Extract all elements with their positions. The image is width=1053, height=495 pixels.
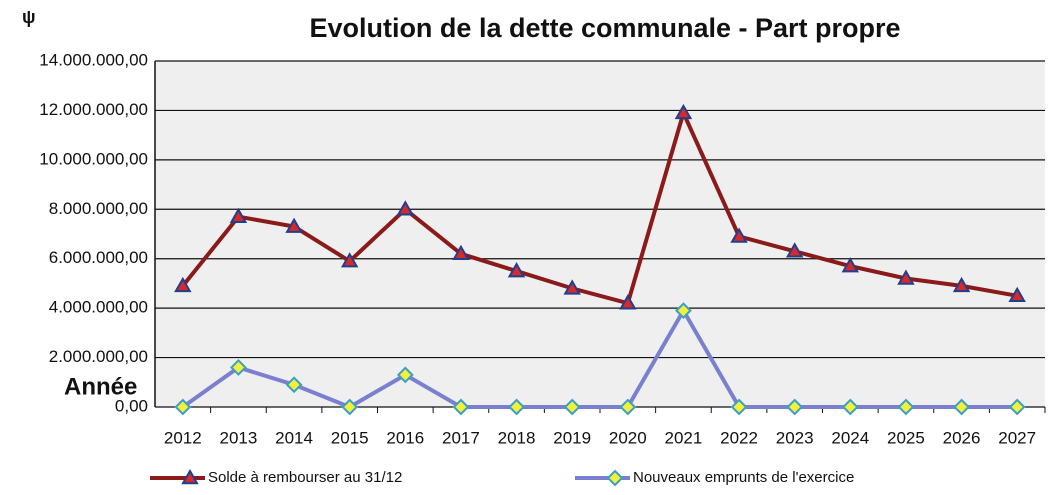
y-tick-label: 14.000.000,00 — [39, 50, 148, 69]
data-point — [174, 398, 192, 416]
data-point — [1008, 398, 1026, 416]
data-point — [730, 398, 748, 416]
data-point — [841, 257, 860, 273]
data-point — [174, 276, 192, 293]
data-point — [786, 398, 804, 416]
data-point — [396, 366, 414, 384]
y-tick-label: 0,00 — [115, 396, 148, 415]
x-tick-label: 2014 — [275, 428, 313, 447]
data-point — [730, 227, 748, 243]
data-point — [285, 376, 303, 394]
y-tick-label: 10.000.000,00 — [39, 149, 148, 168]
x-tick-label: 2026 — [943, 428, 981, 447]
data-point — [340, 252, 359, 268]
y-tick-label: 2.000.000,00 — [49, 347, 148, 366]
data-point — [229, 207, 248, 223]
x-tick-label: 2023 — [776, 428, 814, 447]
y-tick-label: 8.000.000,00 — [49, 199, 148, 218]
data-point — [897, 269, 915, 285]
data-point — [619, 294, 637, 310]
data-point — [230, 359, 247, 376]
data-point — [508, 398, 525, 416]
x-tick-label: 2024 — [831, 428, 869, 447]
data-point — [953, 398, 970, 416]
data-point — [897, 398, 915, 416]
y-tick-label: 6.000.000,00 — [49, 248, 148, 267]
x-tick-label: 2016 — [386, 428, 424, 447]
legend-marker — [606, 469, 624, 487]
data-point — [674, 103, 693, 120]
y-tick-label: 4.000.000,00 — [49, 298, 148, 317]
data-point — [785, 242, 804, 258]
data-point — [507, 262, 526, 278]
x-tick-label: 2025 — [887, 428, 925, 447]
data-point — [1008, 286, 1026, 303]
data-point — [341, 398, 359, 416]
x-tick-label: 2015 — [331, 428, 369, 447]
data-point — [396, 200, 415, 216]
data-point — [619, 398, 637, 416]
y-tick-label: 12.000.000,00 — [39, 100, 148, 119]
x-tick-label: 2018 — [498, 428, 536, 447]
legend-label: Nouveaux emprunts de l'exercice — [633, 469, 854, 486]
data-point — [452, 398, 470, 416]
x-tick-label: 2017 — [442, 428, 480, 447]
legend-label: Solde à rembourser au 31/12 — [208, 469, 402, 486]
x-axis-label: Année — [64, 373, 137, 400]
plot-area — [155, 61, 1045, 407]
data-point — [563, 398, 581, 416]
chart-title: Evolution de la dette communale - Part p… — [309, 13, 900, 43]
x-tick-label: 2021 — [665, 428, 703, 447]
data-point — [452, 244, 470, 261]
legend-marker — [181, 468, 199, 485]
x-tick-label: 2022 — [720, 428, 758, 447]
series-line — [181, 306, 1018, 410]
data-point — [285, 217, 303, 233]
x-tick-label: 2027 — [998, 428, 1036, 447]
unit-label: ψ — [22, 7, 36, 27]
data-point — [952, 276, 971, 293]
x-tick-label: 2013 — [220, 428, 258, 447]
series-line — [181, 107, 1018, 306]
x-tick-label: 2020 — [609, 428, 647, 447]
data-point — [675, 302, 692, 320]
x-tick-label: 2019 — [553, 428, 591, 447]
x-tick-label: 2012 — [164, 428, 202, 447]
data-point — [563, 279, 581, 295]
data-point — [841, 398, 859, 416]
